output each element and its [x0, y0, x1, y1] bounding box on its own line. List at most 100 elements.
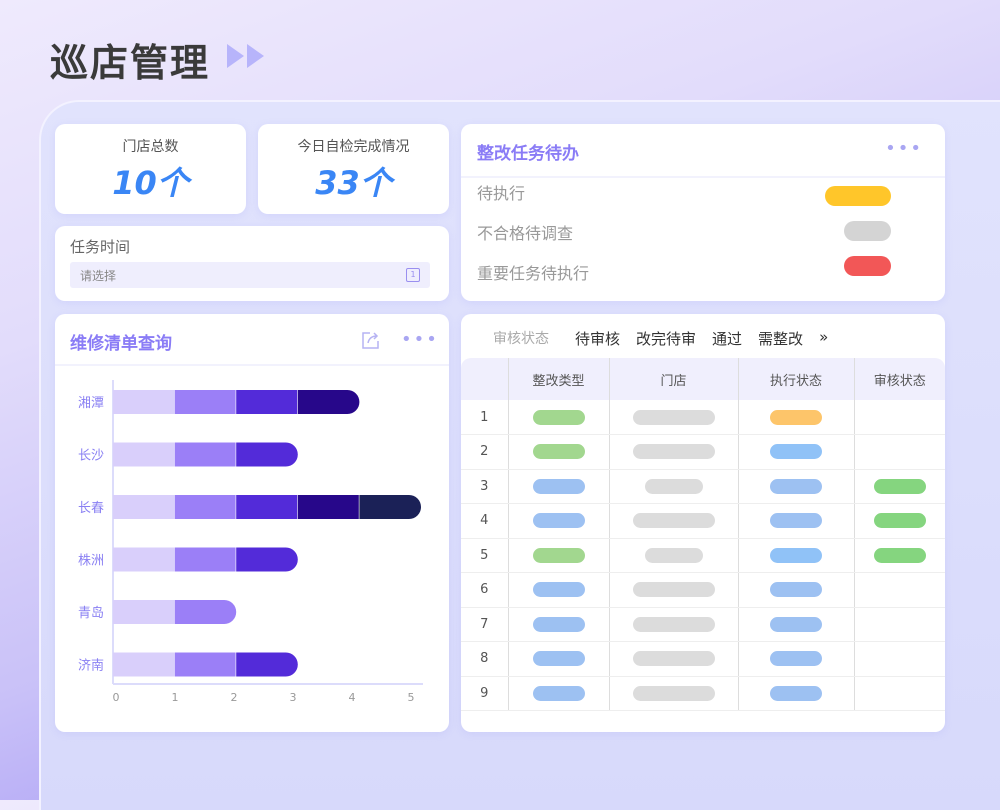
repair-card: 维修清单查询 ••• 湘潭 长沙 长春 株洲 青岛 济南 0 1 2 3 4 5 — [55, 314, 449, 732]
stat-label: 今日自检完成情况 — [297, 139, 410, 155]
divider — [55, 364, 449, 366]
status-pill — [632, 444, 715, 460]
forward-arrows-icon — [227, 44, 267, 68]
row-number: 9 — [461, 676, 508, 711]
bar-segment — [113, 652, 174, 677]
bar-segment — [236, 495, 298, 519]
row-number: 1 — [461, 400, 508, 435]
stat-value: 10个 — [112, 164, 189, 202]
category-label: 长沙 — [78, 449, 104, 464]
bar-segment — [113, 390, 174, 414]
row-number: 7 — [461, 607, 508, 642]
calendar-icon[interactable]: 1 — [406, 268, 420, 282]
more-tabs-button[interactable]: » — [819, 328, 829, 346]
column-header — [461, 358, 508, 400]
review-tabs: 审核状态 待审核 改完待审 通过 需整改 » — [493, 328, 844, 349]
category-label: 株洲 — [78, 554, 104, 569]
todo-item[interactable]: 不合格待调查 — [477, 224, 574, 243]
task-time-input[interactable]: 请选择 1 — [70, 262, 430, 288]
todo-badge — [844, 221, 891, 241]
tab-1[interactable]: 待审核 — [575, 330, 621, 348]
bar-segment — [174, 390, 236, 414]
category-label: 济南 — [78, 658, 104, 674]
todo-badge — [825, 186, 891, 206]
status-pill — [632, 685, 715, 701]
status-pill — [873, 513, 926, 529]
table-row[interactable]: 9 — [461, 676, 945, 711]
status-pill — [532, 444, 585, 460]
tab-label: 审核状态 — [493, 331, 549, 347]
page-title: 巡店管理 — [50, 41, 211, 85]
repair-title: 维修清单查询 — [70, 334, 172, 354]
row-number: 6 — [461, 572, 508, 608]
status-pill — [770, 444, 822, 460]
todo-badge — [844, 256, 891, 276]
table-row[interactable]: 3 — [461, 469, 945, 504]
status-pill — [532, 478, 585, 494]
more-icon[interactable]: ••• — [401, 329, 439, 350]
column-header: 执行状态 — [737, 358, 854, 400]
table-row[interactable]: 5 — [461, 538, 945, 573]
todo-item[interactable]: 重要任务待执行 — [477, 264, 590, 283]
bar-segment — [359, 495, 421, 519]
status-pill — [532, 547, 585, 563]
table-row[interactable]: 4 — [461, 503, 945, 539]
status-pill — [632, 409, 715, 425]
column-header: 门店 — [608, 358, 738, 400]
status-pill — [770, 547, 822, 563]
status-pill — [632, 582, 715, 598]
todo-title: 整改任务待办 — [477, 144, 579, 164]
x-tick-label: 0 — [113, 691, 120, 704]
row-number: 2 — [461, 434, 508, 470]
bar-segment — [297, 390, 360, 414]
x-tick-label: 3 — [290, 691, 297, 704]
tab-4[interactable]: 需整改 — [758, 330, 804, 348]
status-pill — [770, 685, 822, 701]
store-count-card: 门店总数 10个 — [55, 124, 246, 214]
status-pill — [770, 478, 822, 494]
bar-segment — [174, 652, 236, 677]
column-header: 整改类型 — [507, 358, 609, 400]
tab-2[interactable]: 改完待审 — [636, 330, 697, 348]
table-row[interactable]: 7 — [461, 607, 945, 642]
table-row[interactable]: 1 — [461, 400, 945, 435]
row-number: 3 — [461, 469, 508, 504]
divider — [461, 176, 945, 178]
x-tick-label: 4 — [349, 691, 356, 704]
table-row[interactable]: 8 — [461, 641, 945, 677]
bar-segment — [236, 547, 298, 572]
bar-segment — [297, 495, 359, 519]
category-label: 湘潭 — [78, 396, 104, 411]
todo-item[interactable]: 待执行 — [477, 184, 526, 203]
status-pill — [532, 616, 585, 632]
status-pill — [770, 616, 822, 632]
task-time-label: 任务时间 — [70, 238, 131, 256]
bar-segment — [174, 495, 236, 519]
status-pill — [532, 582, 585, 598]
bar-segment — [174, 600, 237, 624]
table-row[interactable]: 6 — [461, 572, 945, 608]
row-number: 8 — [461, 641, 508, 677]
bar-segment — [174, 547, 236, 572]
table-row[interactable]: 2 — [461, 434, 945, 470]
export-icon[interactable] — [360, 331, 380, 351]
tab-3[interactable]: 通过 — [712, 330, 743, 348]
status-pill — [770, 651, 822, 667]
more-icon[interactable]: ••• — [885, 138, 923, 159]
bar-segment — [236, 390, 298, 414]
stat-label: 门店总数 — [122, 139, 179, 155]
self-check-card: 今日自检完成情况 33个 — [258, 124, 449, 214]
x-tick-label: 5 — [408, 691, 415, 704]
status-pill — [532, 409, 585, 425]
status-pill — [632, 513, 715, 529]
bar-segment — [174, 442, 236, 467]
status-pill — [532, 685, 585, 701]
todo-card: 整改任务待办 ••• 待执行 不合格待调查 重要任务待执行 — [461, 124, 945, 301]
status-pill — [644, 547, 703, 563]
bar-segment — [113, 442, 174, 467]
bar-segment — [236, 652, 298, 677]
status-pill — [770, 513, 822, 529]
